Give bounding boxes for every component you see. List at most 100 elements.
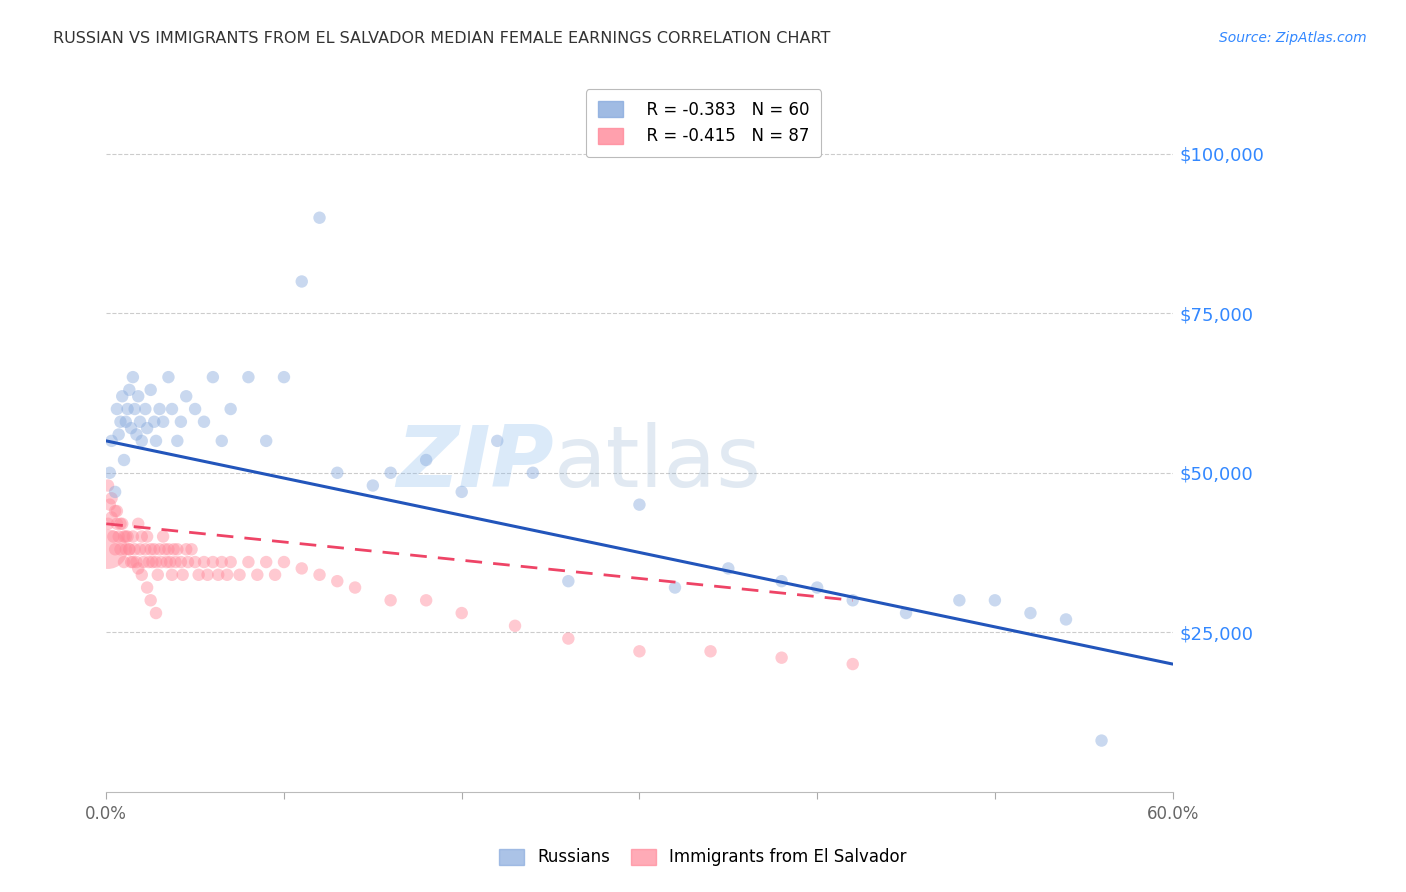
Point — [98, 498, 121, 512]
Point — [1019, 606, 1042, 620]
Point — [160, 567, 183, 582]
Point — [557, 574, 579, 589]
Point — [145, 555, 167, 569]
Point — [103, 529, 125, 543]
Point — [165, 555, 187, 569]
Point — [120, 421, 142, 435]
Point — [1090, 733, 1112, 747]
Point — [152, 529, 174, 543]
Point — [127, 516, 149, 531]
Point — [100, 510, 122, 524]
Point — [141, 555, 163, 569]
Point — [157, 370, 180, 384]
Point — [139, 593, 162, 607]
Point — [136, 581, 159, 595]
Point — [110, 542, 132, 557]
Legend:   R = -0.383   N = 60,   R = -0.415   N = 87: R = -0.383 N = 60, R = -0.415 N = 87 — [586, 89, 821, 157]
Point — [503, 619, 526, 633]
Point — [131, 434, 153, 448]
Point — [117, 529, 139, 543]
Point — [254, 434, 277, 448]
Point — [187, 567, 209, 582]
Point — [112, 555, 135, 569]
Point — [177, 555, 200, 569]
Point — [238, 555, 260, 569]
Point — [143, 415, 166, 429]
Point — [628, 498, 651, 512]
Point — [273, 370, 295, 384]
Point — [122, 529, 145, 543]
Point — [166, 434, 188, 448]
Point — [139, 383, 162, 397]
Point — [273, 555, 295, 569]
Point — [163, 542, 186, 557]
Point — [136, 529, 159, 543]
Point — [111, 389, 134, 403]
Point — [97, 516, 120, 531]
Point — [664, 581, 686, 595]
Point — [114, 415, 136, 429]
Point — [98, 466, 121, 480]
Point — [100, 491, 122, 506]
Point — [170, 555, 193, 569]
Point — [111, 516, 134, 531]
Point — [145, 606, 167, 620]
Point — [145, 434, 167, 448]
Point — [100, 434, 122, 448]
Point — [153, 542, 176, 557]
Point — [110, 516, 132, 531]
Point — [291, 275, 314, 289]
Point — [120, 555, 142, 569]
Point — [522, 466, 544, 480]
Point — [219, 402, 242, 417]
Point — [104, 484, 127, 499]
Point — [122, 555, 145, 569]
Point — [326, 574, 349, 589]
Point — [174, 389, 197, 403]
Point — [118, 542, 141, 557]
Point — [238, 370, 260, 384]
Point — [127, 389, 149, 403]
Point — [124, 542, 146, 557]
Point — [361, 478, 384, 492]
Point — [254, 555, 277, 569]
Point — [104, 504, 127, 518]
Point — [246, 567, 269, 582]
Text: Source: ZipAtlas.com: Source: ZipAtlas.com — [1219, 31, 1367, 45]
Point — [150, 555, 173, 569]
Text: RUSSIAN VS IMMIGRANTS FROM EL SALVADOR MEDIAN FEMALE EARNINGS CORRELATION CHART: RUSSIAN VS IMMIGRANTS FROM EL SALVADOR M… — [53, 31, 831, 46]
Point — [217, 567, 239, 582]
Point — [201, 370, 224, 384]
Point — [984, 593, 1007, 607]
Point — [415, 593, 437, 607]
Point — [450, 484, 472, 499]
Point — [127, 561, 149, 575]
Point — [211, 555, 233, 569]
Point — [180, 542, 202, 557]
Point — [207, 567, 229, 582]
Point — [344, 581, 367, 595]
Point — [136, 421, 159, 435]
Point — [264, 567, 287, 582]
Point — [160, 402, 183, 417]
Point — [110, 415, 132, 429]
Point — [380, 593, 402, 607]
Point — [841, 593, 863, 607]
Point — [129, 415, 152, 429]
Point — [105, 504, 128, 518]
Point — [193, 415, 215, 429]
Point — [118, 383, 141, 397]
Point — [184, 555, 207, 569]
Point — [486, 434, 509, 448]
Point — [139, 542, 162, 557]
Point — [105, 516, 128, 531]
Point — [308, 211, 330, 225]
Point — [104, 542, 127, 557]
Point — [107, 427, 129, 442]
Point — [148, 402, 170, 417]
Point — [184, 402, 207, 417]
Point — [131, 567, 153, 582]
Point — [806, 581, 828, 595]
Text: atlas: atlas — [554, 422, 762, 505]
Point — [138, 555, 160, 569]
